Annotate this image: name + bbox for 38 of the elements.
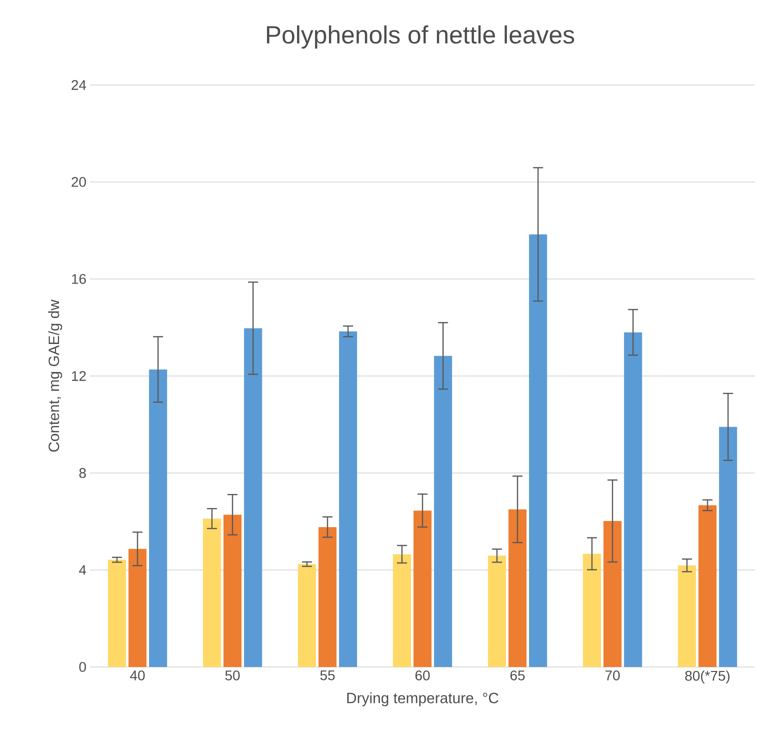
- x-tick-label: 55: [320, 670, 335, 680]
- bar: [624, 332, 642, 667]
- bar: [582, 554, 601, 667]
- bar: [128, 548, 147, 667]
- y-tick-label: 16: [72, 274, 86, 284]
- bar: [108, 560, 126, 667]
- bar: [392, 554, 411, 667]
- y-tick-label: 12: [72, 371, 86, 381]
- y-tick-label: 4: [79, 565, 86, 575]
- bar: [678, 565, 696, 667]
- x-tick-label: 65: [510, 670, 525, 680]
- y-tick-label: 8: [79, 468, 86, 478]
- bar: [298, 564, 316, 667]
- y-tick-label: 20: [72, 177, 86, 187]
- bar: [413, 510, 432, 667]
- x-axis-title: Drying temperature, °C: [347, 692, 498, 706]
- x-tick-label: 70: [605, 670, 620, 680]
- bar: [488, 556, 506, 667]
- bar: [149, 369, 168, 667]
- bar: [719, 426, 738, 667]
- x-tick-label: 80(*75): [685, 670, 730, 684]
- bar: [339, 331, 358, 667]
- bar: [529, 234, 548, 667]
- bar: [603, 521, 622, 667]
- bar: [202, 518, 221, 667]
- x-tick-label: 40: [130, 670, 145, 680]
- y-axis-title: Content, mg GAE/g dw: [48, 300, 62, 452]
- bar: [434, 356, 452, 667]
- y-tick-label: 0: [79, 662, 86, 672]
- bar: [698, 505, 717, 667]
- x-tick-label: 60: [415, 670, 430, 680]
- x-tick-label: 50: [225, 670, 240, 680]
- y-tick-label: 24: [72, 80, 86, 90]
- chart-title: Polyphenols of nettle leaves: [266, 25, 574, 49]
- bar: [508, 509, 527, 667]
- bar: [318, 527, 337, 667]
- bar: [223, 514, 242, 667]
- bar: [244, 328, 262, 667]
